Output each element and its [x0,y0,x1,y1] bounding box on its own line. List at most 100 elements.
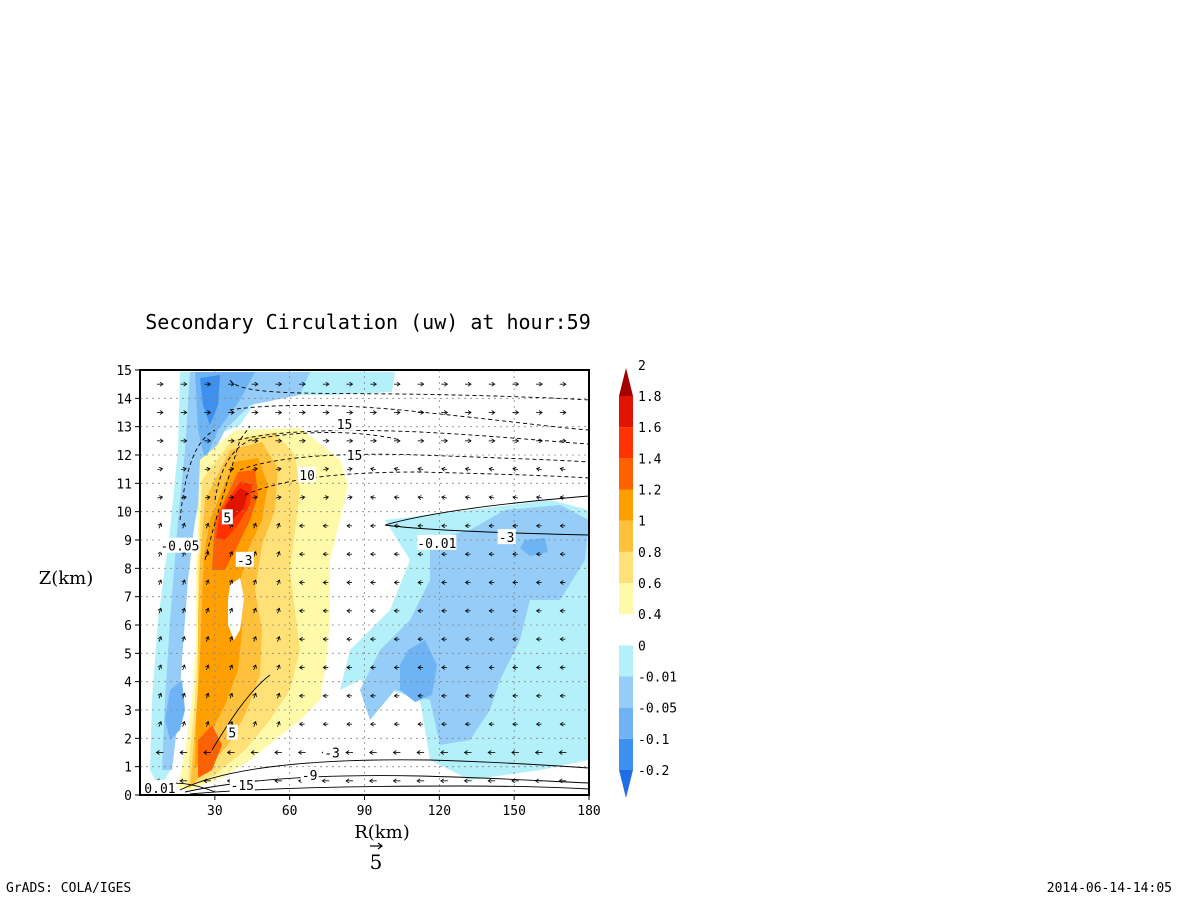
colorbar-label: -0.01 [638,671,677,686]
wind-vector-shaft [253,608,257,614]
wind-vector [416,778,425,784]
wind-vector [487,778,496,784]
colorbar-label: 0.4 [638,608,662,623]
wind-vector-head [157,635,163,641]
wind-vector [370,721,376,727]
wind-vector [536,410,543,415]
wind-vector [346,580,353,585]
wind-vector [181,664,186,671]
wind-vector-head [512,693,517,699]
wind-vector [181,579,186,586]
wind-vector-head [370,466,375,472]
wind-vector-head [346,665,351,670]
wind-vector-head [488,721,493,727]
wind-vector-head [274,750,279,755]
wind-vector-head [349,438,354,444]
wind-vector [322,551,329,557]
contour-label-background [143,779,176,795]
wind-vector [205,607,210,614]
wind-vector [370,495,376,500]
x-tick-label: 60 [282,804,298,819]
wind-vector-head [226,750,231,755]
wind-vector-head [298,636,303,642]
contour-label-background [298,466,317,482]
wind-vector-head [515,381,520,387]
wind-vector-head [535,466,541,472]
wind-vector-head [207,381,212,387]
wind-vector-head [512,580,517,585]
wind-vector-head [370,665,374,670]
wind-vector [346,721,353,727]
wind-vector-head [559,523,564,529]
wind-vector [181,692,186,699]
wind-vector [370,523,376,529]
wind-vector-head [487,778,492,784]
wind-vector-head [373,438,377,444]
y-tick-label: 8 [124,562,132,577]
contour-label: 15 [335,415,354,433]
wind-vector-head [491,438,496,444]
wind-vector [464,580,471,585]
wind-vector-head [348,495,353,500]
wind-vector-head [254,410,259,415]
wind-vector-head [487,750,492,755]
wind-vector [181,720,186,727]
wind-vector-head [252,635,257,641]
contour-label: 5 [221,509,233,526]
wind-vector [535,551,542,557]
wind-vector [559,523,566,529]
wind-vector-head [393,495,398,500]
wind-vector [463,778,472,784]
contour-label: -0.05 [160,537,199,555]
wind-vector-shaft [229,551,233,557]
wind-vector-shaft [346,496,353,499]
wind-vector-head [420,410,425,415]
colorbar-swatch [619,458,633,490]
wind-vector-head [276,579,281,584]
wind-vector [512,721,518,727]
wind-vector-head [420,438,425,444]
wind-vector [488,580,495,585]
wind-vector-head [370,551,374,557]
wind-vector [512,636,518,642]
wind-vector-head [183,410,188,415]
wind-vector-shaft [560,468,566,471]
wind-vector-head [444,381,449,387]
wind-vector [511,778,519,784]
wind-vector-head [535,665,540,670]
wind-vector-head [158,466,164,472]
wind-vector-head [322,551,327,557]
wind-vector [417,636,424,642]
wind-vector-head [464,608,469,614]
wind-vector-head [444,438,449,444]
wind-vector-head [207,438,212,444]
wind-vector-head [230,381,235,387]
wind-vector-shaft [418,468,424,471]
wind-vector-shaft [277,721,280,727]
wind-vector-head [228,579,234,584]
wind-vector [299,438,306,444]
wind-vector-head [393,580,398,585]
wind-vector-head [417,721,422,727]
wind-vector-head [538,381,543,387]
wind-vector-head [463,778,468,784]
wind-vector [205,522,210,529]
wind-vector-head [512,523,517,529]
wind-vector [464,523,471,529]
wind-vector-shaft [182,523,186,529]
wind-vector-head [535,693,540,699]
wind-vector-shaft [228,496,234,499]
wind-vector [346,608,353,614]
wind-vector-shaft [158,721,162,727]
wind-vector-head [464,495,470,500]
colorbar-label: 0.8 [638,546,661,561]
wind-vector [228,664,234,671]
wind-vector-shaft [299,496,305,499]
wind-vector [559,495,566,500]
wind-vector [559,438,567,444]
wind-vector-shaft [205,693,209,699]
wind-vector [441,523,447,529]
wind-vector-head [182,466,187,472]
wind-vector-shaft [489,468,495,471]
wind-vector-head [559,721,564,727]
